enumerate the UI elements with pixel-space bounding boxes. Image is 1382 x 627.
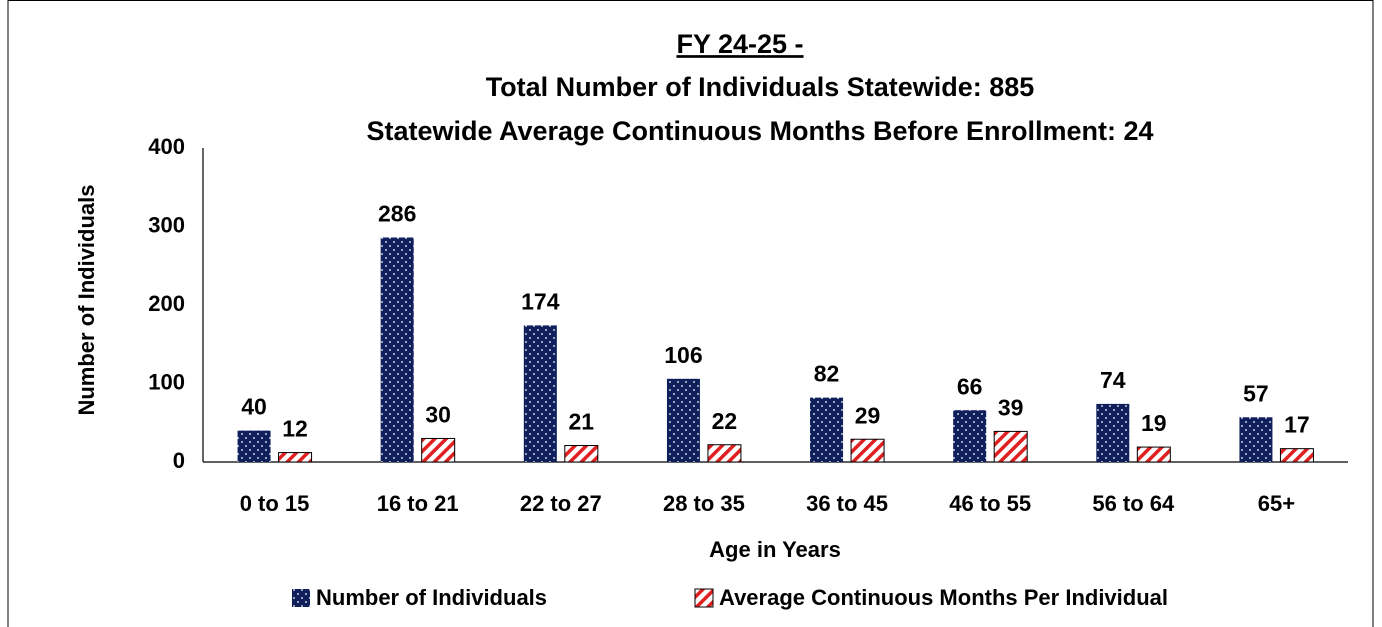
y-tick-label: 300 bbox=[148, 212, 185, 237]
bar bbox=[380, 237, 414, 462]
data-label: 17 bbox=[1284, 412, 1310, 438]
bar bbox=[1136, 446, 1171, 463]
data-label: 82 bbox=[814, 361, 840, 387]
bar bbox=[237, 430, 271, 462]
chart-title: Total Number of Individuals Statewide: 8… bbox=[486, 72, 1035, 102]
legend-swatch bbox=[694, 588, 714, 608]
data-label: 57 bbox=[1243, 380, 1269, 406]
legend-label: Average Continuous Months Per Individual bbox=[719, 585, 1168, 610]
bar bbox=[1096, 403, 1130, 462]
x-tick-label: 16 to 21 bbox=[377, 491, 459, 516]
y-tick-label: 100 bbox=[148, 369, 185, 394]
data-label: 29 bbox=[855, 402, 881, 428]
bar bbox=[421, 437, 456, 463]
data-label: 66 bbox=[957, 373, 983, 399]
bar bbox=[1239, 417, 1273, 462]
chart-title: FY 24-25 - bbox=[676, 29, 803, 59]
data-label: 286 bbox=[378, 201, 416, 227]
data-label: 22 bbox=[712, 408, 738, 434]
chart-border bbox=[7, 0, 1374, 627]
data-label: 40 bbox=[241, 394, 267, 420]
legend-label: Number of Individuals bbox=[316, 585, 547, 610]
data-label: 39 bbox=[998, 394, 1024, 420]
y-tick-label: 0 bbox=[173, 448, 185, 473]
bar bbox=[953, 410, 987, 462]
x-tick-label: 65+ bbox=[1258, 491, 1295, 516]
chart-title: Statewide Average Continuous Months Befo… bbox=[366, 116, 1153, 146]
bar bbox=[666, 378, 700, 462]
x-tick-label: 22 to 27 bbox=[520, 491, 602, 516]
x-tick-label: 56 to 64 bbox=[1092, 491, 1175, 516]
bar bbox=[993, 430, 1028, 463]
bar bbox=[850, 438, 885, 463]
x-tick-label: 46 to 55 bbox=[949, 491, 1031, 516]
data-label: 74 bbox=[1100, 367, 1126, 393]
bar bbox=[707, 444, 742, 463]
bar bbox=[523, 325, 557, 462]
x-axis-title: Age in Years bbox=[709, 537, 841, 562]
bar bbox=[564, 445, 599, 463]
bar bbox=[810, 397, 844, 462]
bar bbox=[1279, 448, 1314, 463]
data-label: 30 bbox=[425, 402, 451, 428]
x-tick-label: 0 to 15 bbox=[240, 491, 310, 516]
y-axis-title: Number of Individuals bbox=[74, 184, 99, 415]
x-tick-label: 36 to 45 bbox=[806, 491, 888, 516]
data-label: 106 bbox=[664, 342, 702, 368]
data-label: 19 bbox=[1141, 410, 1167, 436]
data-label: 21 bbox=[569, 409, 595, 435]
data-label: 12 bbox=[282, 416, 308, 442]
y-tick-label: 200 bbox=[148, 291, 185, 316]
legend-swatch bbox=[292, 589, 310, 607]
y-tick-label: 400 bbox=[148, 134, 185, 159]
data-label: 174 bbox=[521, 288, 560, 314]
x-tick-label: 28 to 35 bbox=[663, 491, 745, 516]
bar bbox=[278, 452, 313, 463]
